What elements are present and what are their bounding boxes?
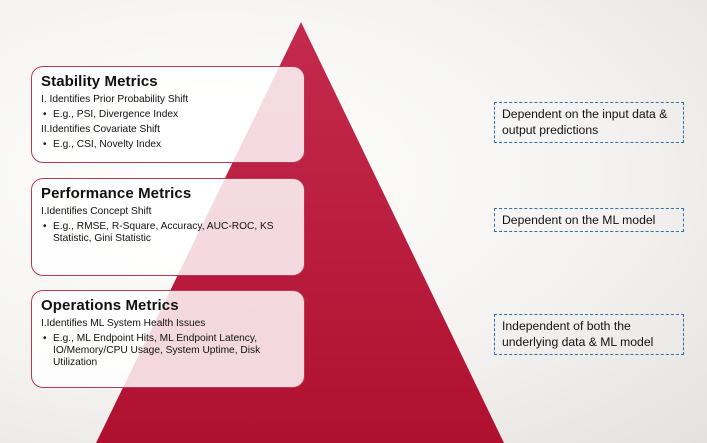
tier-stability-line-3: II.Identifies Covariate Shift	[41, 124, 160, 135]
tier-operations-line-1: I.Identifies ML System Health Issues	[41, 318, 206, 329]
tier-stability-title: Stability Metrics	[41, 73, 158, 90]
note-stability: Dependent on the input data & output pre…	[494, 102, 684, 143]
tier-performance-line-2: E.g., RMSE, R-Square, Accuracy, AUC-ROC,…	[41, 221, 291, 245]
tier-performance-line-1: I.Identifies Concept Shift	[41, 206, 152, 217]
tier-stability-box: Stability Metrics I. Identifies Prior Pr…	[31, 66, 305, 163]
tier-operations-box: Operations Metrics I.Identifies ML Syste…	[31, 290, 305, 388]
tier-stability-line-1: I. Identifies Prior Probability Shift	[41, 94, 189, 105]
tier-stability-line-4: E.g., CSI, Novelty Index	[41, 139, 294, 151]
tier-performance-box: Performance Metrics I.Identifies Concept…	[31, 178, 305, 276]
tier-stability-line-2: E.g., PSI, Divergence Index	[41, 109, 294, 121]
tier-operations-line-2: E.g., ML Endpoint Hits, ML Endpoint Late…	[41, 333, 293, 369]
note-performance: Dependent on the ML model	[494, 208, 684, 232]
tier-performance-title: Performance Metrics	[41, 185, 192, 202]
tier-operations-title: Operations Metrics	[41, 297, 179, 314]
note-operations: Independent of both the underlying data …	[494, 314, 684, 355]
